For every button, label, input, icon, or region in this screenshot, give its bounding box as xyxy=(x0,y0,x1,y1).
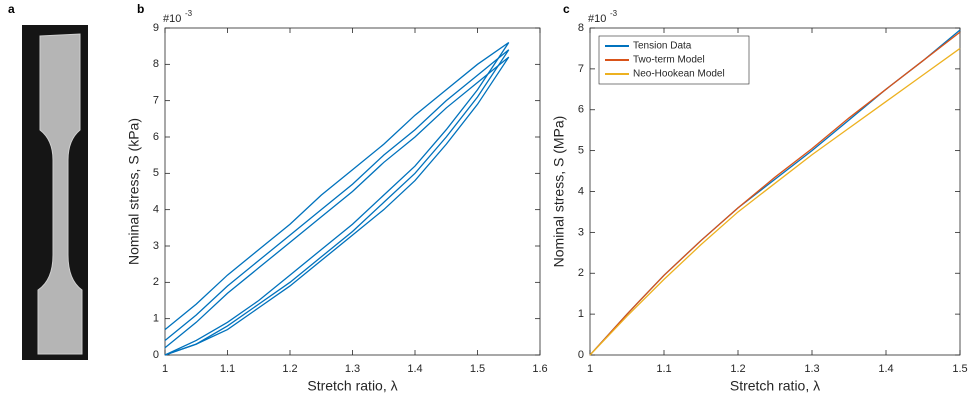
x-tick-label: 1 xyxy=(162,363,168,375)
legend-label: Tension Data xyxy=(633,41,692,52)
y-tick-label: 7 xyxy=(578,63,584,75)
x-tick-label: 1.5 xyxy=(952,363,967,375)
y-tick-label: 3 xyxy=(153,240,159,252)
data-line xyxy=(164,41,510,356)
panel-label: b xyxy=(137,2,144,16)
legend-label: Neo-Hookean Model xyxy=(633,69,725,80)
x-axis-label: Stretch ratio, λ xyxy=(730,378,820,394)
x-tick-label: 1.6 xyxy=(532,363,547,375)
y-tick-label: 2 xyxy=(578,267,584,279)
x-tick-label: 1.4 xyxy=(878,363,893,375)
y-tick-label: 0 xyxy=(153,349,159,361)
y-tick-label: 4 xyxy=(578,185,584,197)
multiplier-exponent: -3 xyxy=(185,9,193,18)
data-line xyxy=(589,47,961,356)
multiplier-base: #10 xyxy=(163,13,181,25)
data-line xyxy=(164,49,510,356)
y-tick-label: 0 xyxy=(578,349,584,361)
y-tick-label: 1 xyxy=(578,308,584,320)
multiplier-base: #10 xyxy=(588,13,606,25)
x-tick-label: 1.3 xyxy=(345,363,360,375)
y-tick-label: 1 xyxy=(153,313,159,325)
x-tick-label: 1.2 xyxy=(730,363,745,375)
legend-label: Two-term Model xyxy=(633,55,705,66)
y-tick-label: 8 xyxy=(153,58,159,70)
x-tick-label: 1.1 xyxy=(656,363,671,375)
y-tick-label: 6 xyxy=(578,104,584,116)
y-tick-label: 5 xyxy=(578,145,584,157)
y-axis-label: Nominal stress, S (MPa) xyxy=(551,116,567,268)
y-tick-label: 4 xyxy=(153,204,159,216)
x-tick-label: 1.3 xyxy=(804,363,819,375)
dogbone-specimen xyxy=(37,33,83,355)
y-tick-label: 2 xyxy=(153,276,159,288)
y-tick-label: 9 xyxy=(153,22,159,34)
panel-label: a xyxy=(8,2,15,16)
specimen-photo xyxy=(22,25,88,360)
data-line xyxy=(164,56,510,356)
y-tick-label: 8 xyxy=(578,22,584,34)
y-tick-label: 6 xyxy=(153,131,159,143)
y-axis-label: Nominal stress, S (kPa) xyxy=(126,118,142,265)
x-tick-label: 1.5 xyxy=(470,363,485,375)
y-tick-label: 5 xyxy=(153,167,159,179)
x-axis-label: Stretch ratio, λ xyxy=(307,378,397,394)
x-tick-label: 1.4 xyxy=(407,363,422,375)
x-tick-label: 1 xyxy=(587,363,593,375)
multiplier-exponent: -3 xyxy=(610,9,618,18)
x-tick-label: 1.2 xyxy=(282,363,297,375)
x-tick-label: 1.1 xyxy=(220,363,235,375)
panel-label: c xyxy=(563,2,570,16)
y-tick-label: 3 xyxy=(578,226,584,238)
y-tick-label: 7 xyxy=(153,95,159,107)
data-line xyxy=(589,31,961,356)
